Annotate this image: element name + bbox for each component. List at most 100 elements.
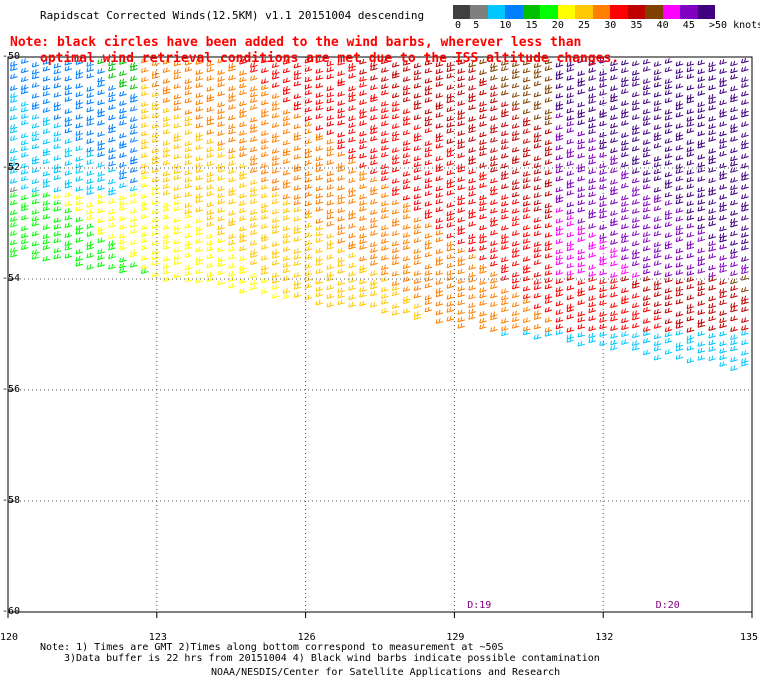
wind-barb	[446, 147, 455, 153]
wind-barb	[108, 244, 116, 251]
wind-barb	[501, 101, 509, 108]
wind-barb	[206, 171, 215, 178]
wind-barb	[522, 76, 531, 83]
wind-barb	[282, 293, 291, 300]
wind-barb	[446, 301, 455, 307]
wind-barb	[741, 245, 749, 251]
wind-barb	[675, 278, 684, 285]
wind-barb	[708, 246, 716, 252]
wind-barb	[479, 205, 487, 212]
wind-barb	[348, 85, 356, 92]
wind-barb	[337, 113, 345, 119]
wind-barb	[173, 238, 182, 245]
wind-barb	[413, 314, 422, 320]
wind-barb	[708, 84, 716, 91]
wind-barb	[479, 150, 487, 157]
wind-barb	[424, 120, 433, 127]
wind-barb	[708, 295, 716, 302]
wind-barb	[391, 230, 400, 237]
wind-barb	[217, 167, 225, 173]
wind-barb	[381, 138, 389, 144]
wind-barb	[271, 191, 280, 198]
wind-barb	[239, 207, 247, 214]
wind-barb	[719, 340, 727, 347]
wind-barb	[130, 106, 138, 112]
wind-barb	[151, 73, 160, 80]
wind-barb	[337, 70, 345, 77]
wind-barb	[42, 150, 51, 157]
wind-barb	[675, 291, 684, 297]
wind-barb	[621, 263, 629, 270]
wind-barb	[53, 253, 62, 260]
wind-barb	[413, 62, 422, 69]
wind-barb	[151, 137, 160, 143]
wind-barb	[631, 191, 640, 197]
wind-barb	[140, 169, 149, 175]
wind-barb	[424, 183, 433, 189]
wind-barb	[490, 105, 498, 112]
wind-barb	[64, 65, 73, 72]
wind-barb	[435, 104, 444, 111]
wind-barb	[435, 192, 444, 199]
wind-barb	[260, 176, 269, 183]
wind-barb	[566, 275, 575, 281]
legend-labels: 0 5 10 15 20 25 30 35 40 45 >50 knots	[453, 20, 760, 34]
wind-barb	[457, 291, 466, 298]
wind-barb	[348, 115, 356, 122]
wind-barb	[173, 224, 182, 231]
wind-barb	[250, 186, 258, 193]
wind-barb	[184, 252, 193, 258]
wind-barb	[631, 302, 640, 309]
wind-barb	[337, 91, 345, 97]
wind-barb	[381, 145, 389, 151]
wind-barb	[206, 221, 215, 227]
wind-barb	[228, 136, 236, 143]
wind-barb	[599, 99, 607, 106]
wind-barb	[250, 155, 258, 161]
wind-barb	[642, 256, 651, 262]
wind-barb	[566, 231, 575, 238]
wind-barb	[402, 85, 411, 91]
wind-barb	[370, 176, 378, 183]
wind-barb	[184, 120, 193, 127]
legend-label: 45	[682, 20, 695, 31]
wind-barb	[391, 280, 400, 286]
wind-barb	[533, 279, 542, 285]
wind-barb	[206, 106, 215, 113]
wind-barb	[304, 66, 313, 72]
wind-barb	[664, 109, 673, 115]
wind-barb	[522, 67, 531, 74]
wind-barb	[664, 318, 673, 325]
wind-barb	[457, 199, 466, 206]
wind-barb	[64, 201, 73, 207]
wind-barb	[642, 170, 651, 176]
wind-barb	[631, 260, 640, 267]
wind-barb	[86, 252, 95, 259]
wind-barb	[697, 121, 706, 128]
wind-barb	[610, 199, 618, 205]
wind-barb	[402, 184, 411, 190]
wind-barb	[686, 108, 695, 115]
wind-barb	[381, 83, 389, 90]
wind-barb	[610, 333, 618, 339]
wind-barb	[31, 135, 40, 142]
wind-barb	[435, 300, 444, 307]
wind-barb	[119, 59, 127, 65]
wind-barb	[653, 314, 662, 321]
wind-barb	[621, 100, 629, 106]
wind-barb	[610, 344, 618, 351]
wind-barb	[239, 76, 247, 83]
wind-barb	[435, 279, 444, 285]
wind-barb	[730, 74, 738, 80]
wind-barb	[86, 120, 95, 126]
wind-barb	[544, 326, 553, 333]
wind-barb	[31, 123, 40, 129]
wind-barb	[642, 237, 651, 244]
wind-barb	[359, 90, 367, 97]
wind-barb	[555, 83, 564, 90]
wind-barb	[730, 199, 738, 206]
wind-barb	[97, 207, 105, 214]
wind-barb	[435, 236, 444, 243]
wind-barb	[9, 127, 18, 134]
wind-barb	[140, 101, 149, 108]
